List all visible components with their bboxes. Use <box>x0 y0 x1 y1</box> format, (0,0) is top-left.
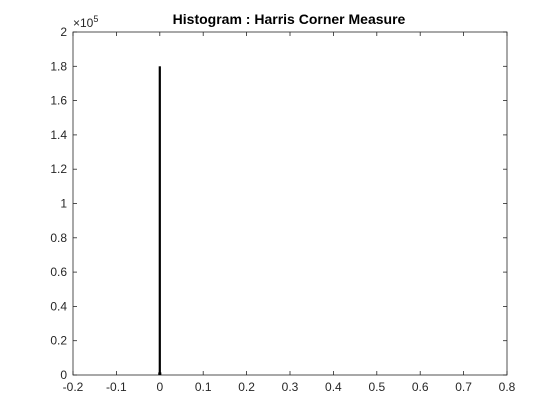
y-axis-exponent-power: 5 <box>93 14 98 24</box>
y-tick-label: 0.8 <box>50 231 67 245</box>
x-tick-label: 0.3 <box>282 380 299 394</box>
y-tick-label: 1.6 <box>50 94 67 108</box>
y-tick-label: 1.2 <box>50 162 67 176</box>
x-tick-label: 0.8 <box>499 380 516 394</box>
histogram-bar <box>158 66 161 376</box>
y-tick-label: 1.8 <box>50 59 67 73</box>
chart-title: Histogram : Harris Corner Measure <box>173 11 406 27</box>
y-tick-label: 1 <box>60 197 67 211</box>
x-tick-label: 0.7 <box>455 380 472 394</box>
x-tick-label: -0.2 <box>63 380 84 394</box>
y-axis-exponent-base: ×10 <box>73 16 94 30</box>
y-tick-label: 0.2 <box>50 334 67 348</box>
x-tick-label: 0.2 <box>238 380 255 394</box>
x-tick-label: 0.5 <box>368 380 385 394</box>
x-tick-label: 0.1 <box>195 380 212 394</box>
y-tick-label: 1.4 <box>50 128 67 142</box>
y-tick-label: 0.4 <box>50 299 67 313</box>
x-tick-label: -0.1 <box>106 380 127 394</box>
y-axis-exponent: ×105 <box>73 14 98 30</box>
x-tick-label: 0 <box>156 380 163 394</box>
y-tick-label: 0.6 <box>50 265 67 279</box>
y-tick-label: 0 <box>60 368 67 382</box>
x-tick-label: 0.6 <box>412 380 429 394</box>
plot-area-box <box>72 31 508 376</box>
histogram-bar <box>159 372 162 375</box>
y-tick-label: 2 <box>60 25 67 39</box>
x-tick-label: 0.4 <box>325 380 342 394</box>
